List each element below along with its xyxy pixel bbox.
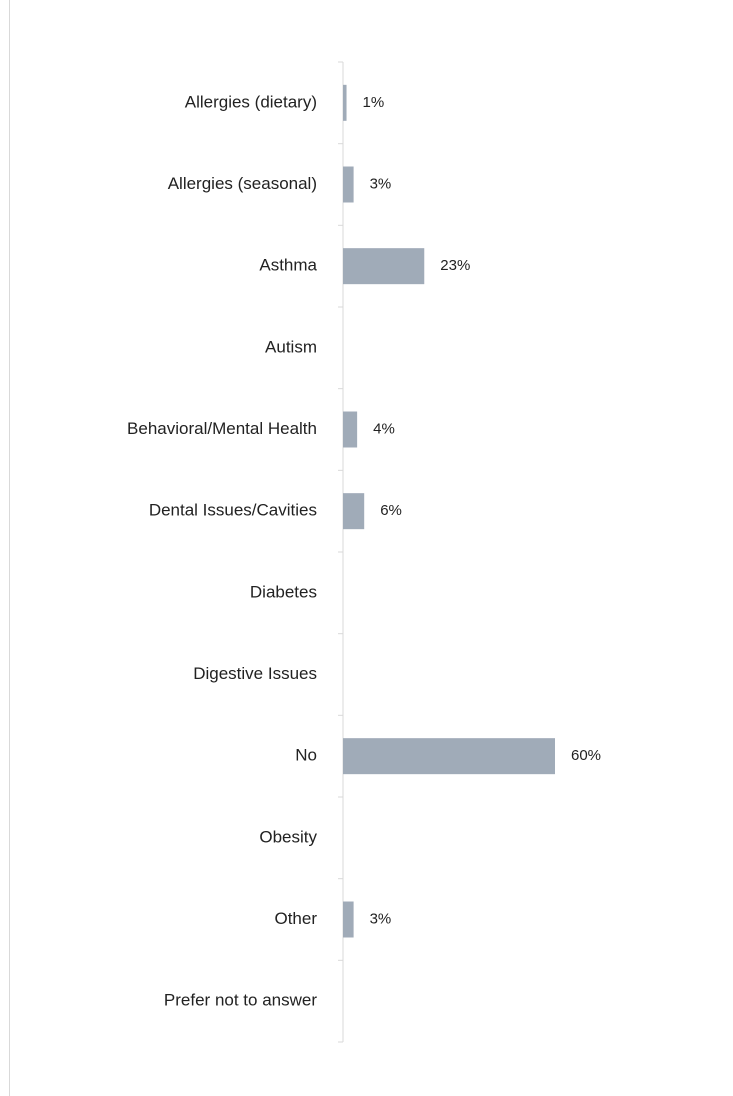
data-label: 60% [571,747,601,764]
data-label: 4% [373,420,395,437]
bar [343,166,354,203]
bar [343,84,347,121]
bar [343,493,365,530]
category-label: Prefer not to answer [164,991,317,1010]
category-label: Obesity [259,827,317,846]
category-label: No [295,746,317,765]
bar [343,248,425,285]
category-label: Behavioral/Mental Health [127,419,317,438]
data-label: 6% [380,502,402,519]
bar [343,901,354,938]
category-label: Allergies (dietary) [185,92,317,111]
category-label: Diabetes [250,582,317,601]
category-label: Dental Issues/Cavities [149,501,317,520]
data-label: 3% [370,910,392,927]
bar [343,411,358,448]
chart-frame [9,0,10,1096]
category-label: Autism [265,337,317,356]
category-label: Allergies (seasonal) [168,174,317,193]
category-label: Asthma [259,256,317,275]
data-label: 3% [370,175,392,192]
data-label: 23% [440,257,470,274]
bar [343,738,555,775]
category-label: Other [274,909,317,928]
data-label: 1% [363,94,385,111]
category-label: Digestive Issues [193,664,317,683]
